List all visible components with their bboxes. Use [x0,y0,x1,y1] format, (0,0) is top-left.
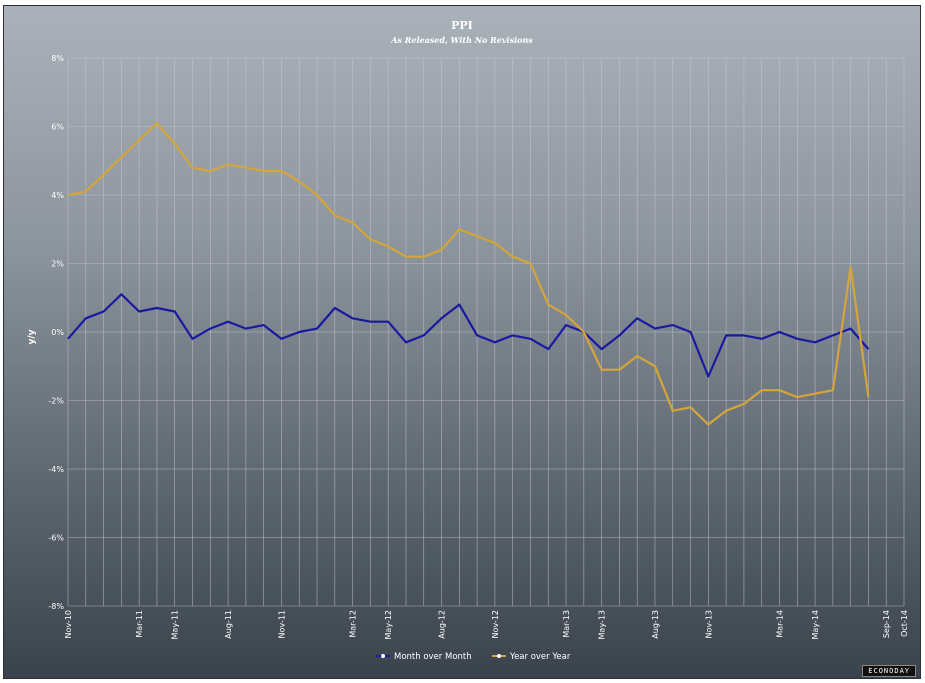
econoday-logo: ECONODAY [862,665,916,677]
y-tick-label: 8% [51,54,64,63]
y-tick-label: 6% [51,123,64,132]
legend-label: Month over Month [394,652,472,662]
legend-marker [497,654,501,658]
x-tick-label: Aug-11 [224,610,233,639]
x-tick-label: Nov-11 [277,610,286,638]
y-tick-label: -8% [48,602,64,611]
x-tick-label: Oct-14 [900,610,909,637]
chart-frame: PPI As Released, With No Revisions y/y 8… [3,5,921,679]
chart-subtitle: As Released, With No Revisions [390,35,533,45]
x-tick-label: Mar-13 [562,610,571,638]
x-tick-label: May-11 [171,610,180,639]
legend-marker [381,654,385,658]
legend-label: Year over Year [509,652,571,662]
y-tick-label: -6% [48,534,64,543]
x-tick-label: Mar-12 [349,610,358,638]
x-tick-label: Sep-14 [882,610,891,638]
x-tick-label: May-12 [384,610,393,639]
chart-title: PPI [451,19,473,32]
x-tick-label: Mar-14 [775,610,784,638]
legend: Month over Month Year over Year [376,652,571,662]
x-tick-label: May-13 [598,610,607,639]
x-tick-label: Mar-11 [135,610,144,638]
grid-layer [67,57,905,607]
y-tick-label: 4% [51,191,64,200]
x-tick-label: Nov-10 [64,610,73,638]
series-line-month-over-month [67,293,870,378]
y-tick-label: 2% [51,260,64,269]
x-tick-label: Aug-13 [651,610,660,639]
ppi-chart: PPI As Released, With No Revisions y/y 8… [27,19,909,662]
axis-layer: 8% 6% 4% 2% 0% -2% -4% -6% -8%Nov-10 Mar-11 May-11… [48,54,909,639]
x-tick-label: Nov-13 [704,610,713,638]
series-layer [67,122,870,426]
y-tick-label: 0% [51,328,64,337]
y-axis-label: y/y [27,329,37,344]
x-tick-label: Nov-12 [491,610,500,638]
x-tick-label: Aug-12 [438,610,447,639]
y-tick-label: -4% [48,465,64,474]
y-tick-label: -2% [48,397,64,406]
x-tick-label: May-14 [811,610,820,639]
series-line-year-over-year [67,122,870,426]
